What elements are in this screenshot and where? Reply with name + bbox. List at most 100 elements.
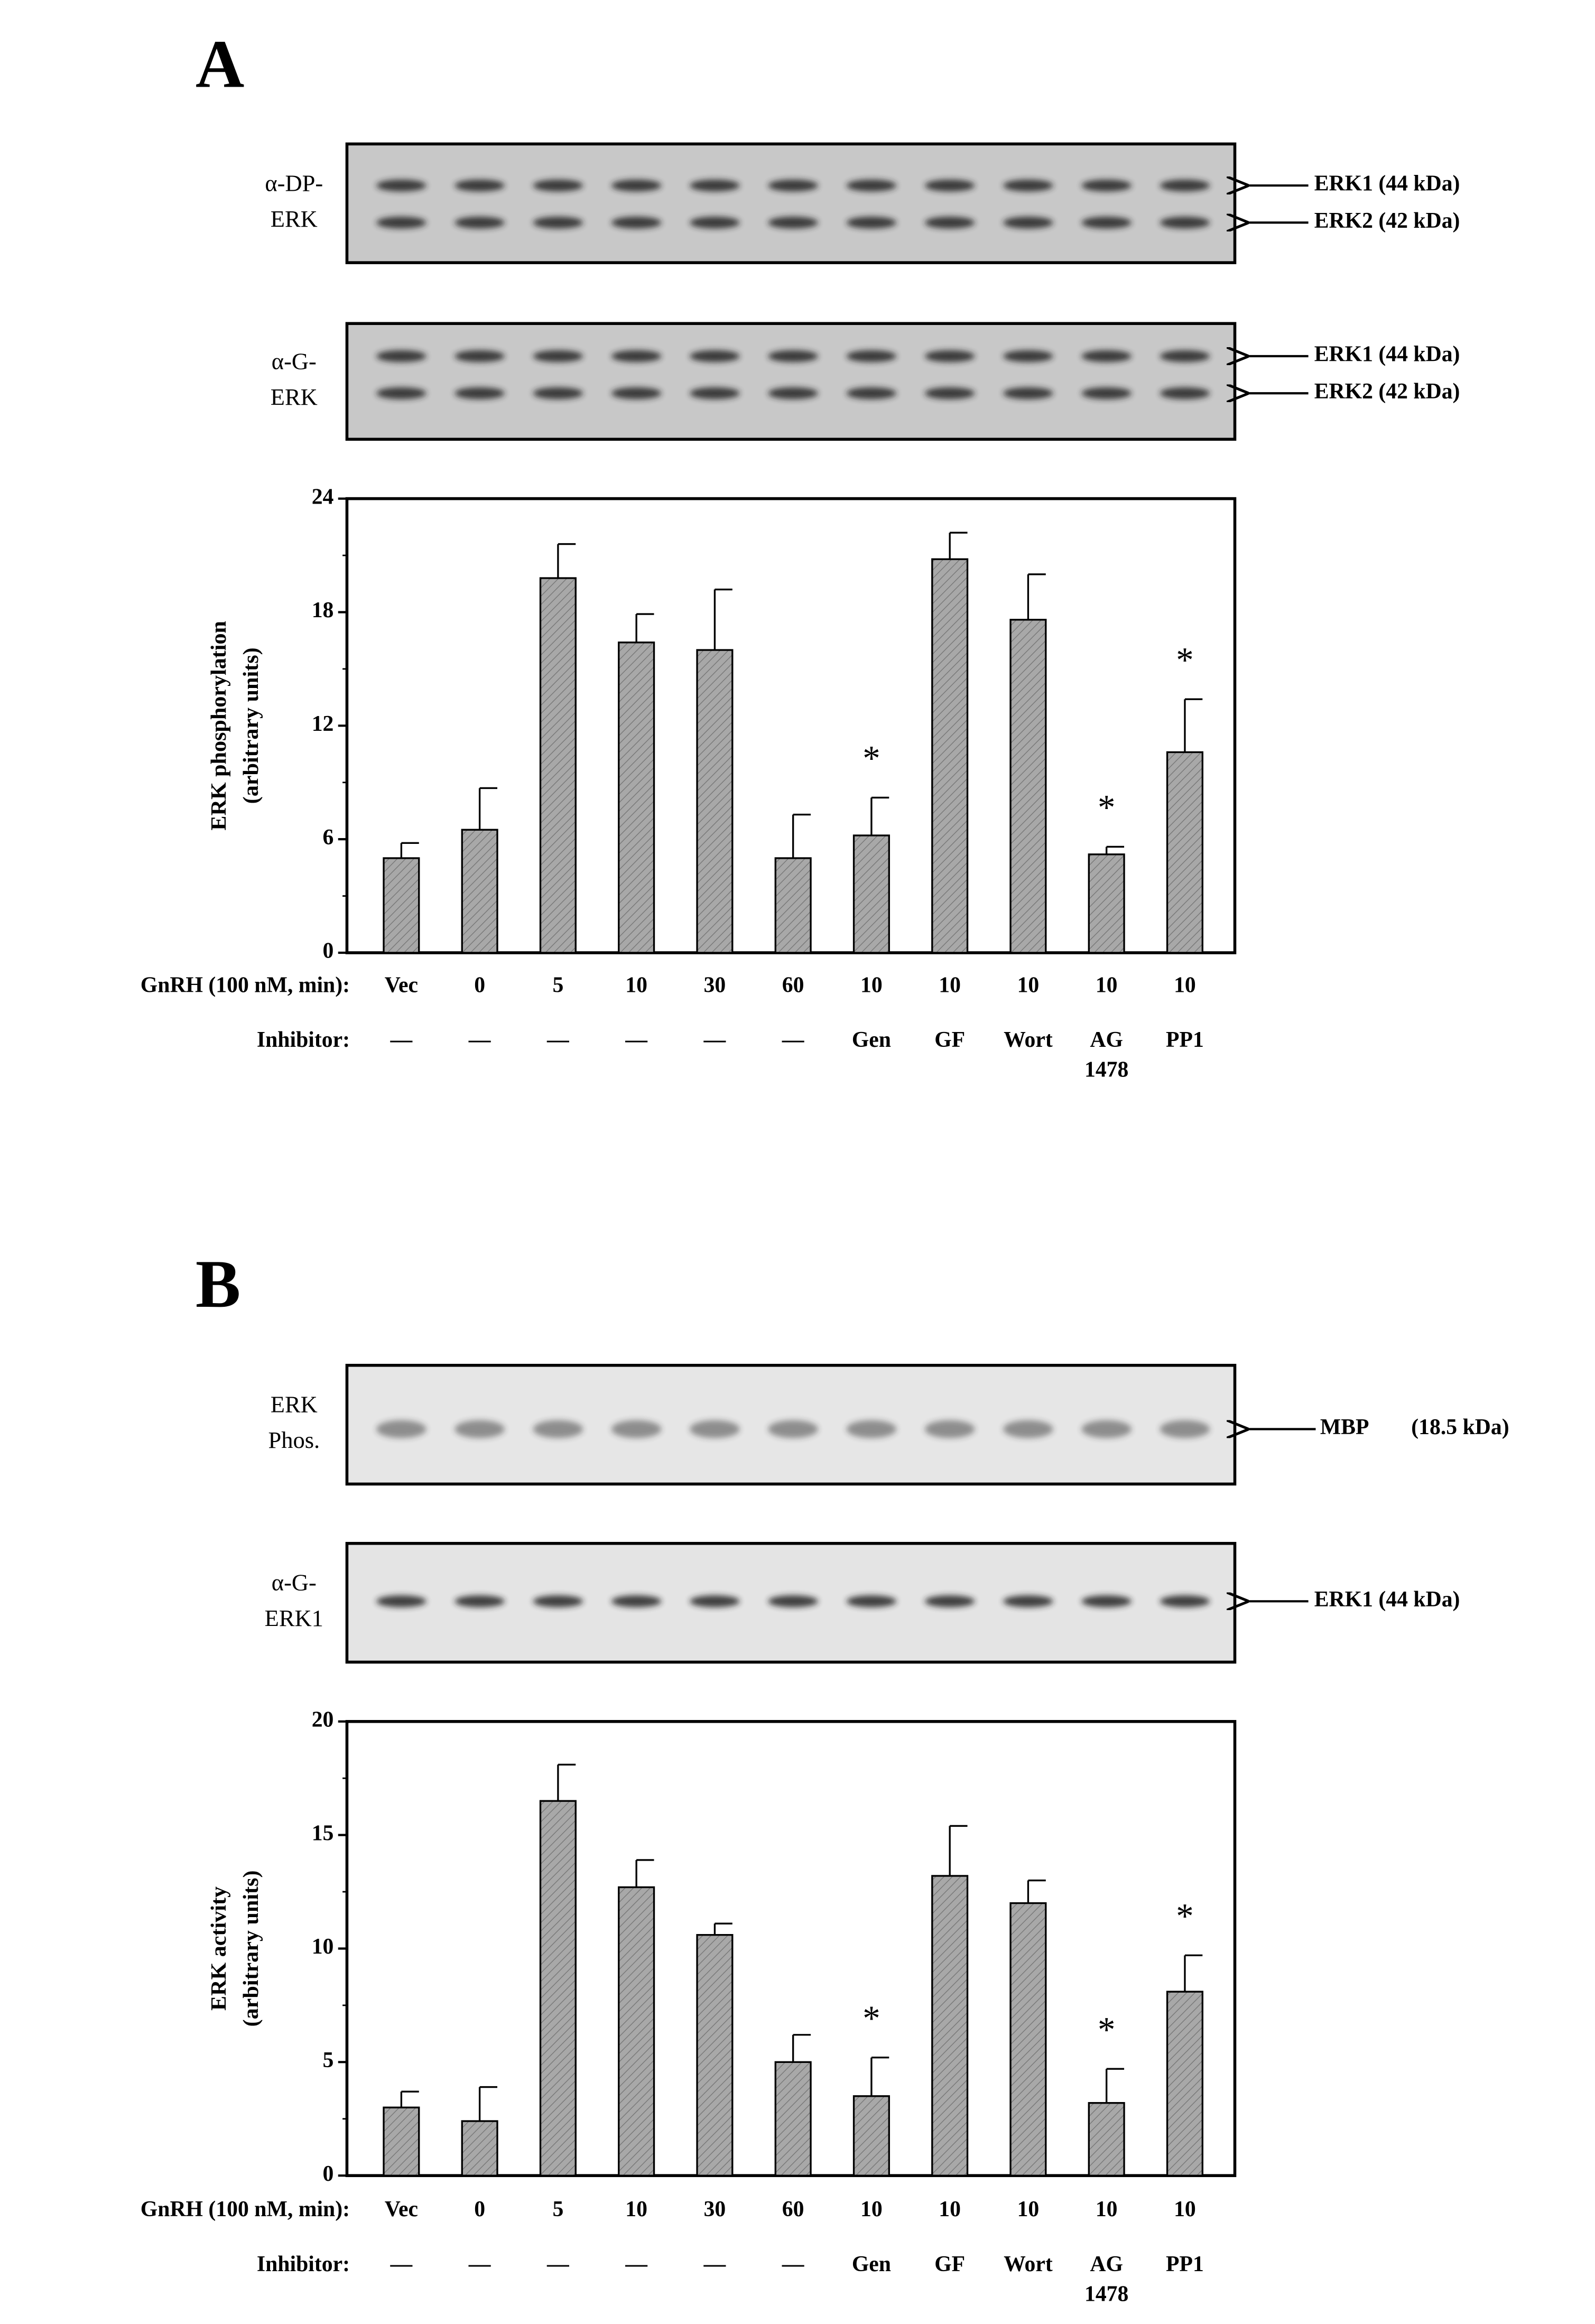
x-tick-label: 10 [860,2197,883,2221]
error-bar [713,1922,732,1935]
x-tick-label: 10 [625,973,647,997]
blot-band [1003,350,1053,362]
blot-band [846,217,897,229]
x-tick-label: 10 [1017,2197,1040,2221]
x-row-label: GnRH (100 nM, min): [141,2197,350,2221]
bar [931,558,969,954]
inhibitor-label: Wort [1004,2252,1053,2276]
error-bar [635,613,654,643]
x-tick-label: 10 [1017,973,1040,997]
blot-band [376,217,426,229]
error-bar [1184,698,1203,752]
error-bar [557,1763,576,1801]
blot-band [1081,217,1132,229]
y-axis-title: ERK activity [207,1886,231,2011]
blot-band [690,1595,740,1607]
inhibitor-label: 1478 [1084,1057,1128,1082]
error-bar [400,842,419,858]
inhibitor-label: GF [934,1028,965,1052]
y-tick-label: 20 [312,1707,334,1732]
blot-band [533,1595,583,1607]
blot-band [690,179,740,192]
blot-band [690,387,740,399]
x-tick-label: 10 [1174,2197,1196,2221]
blot-image [345,322,1237,441]
y-tick-label: 15 [312,1821,334,1845]
x-tick-label: 5 [552,2197,563,2221]
blot-band [1160,179,1210,192]
blot-band [846,387,897,399]
blot-band [1081,350,1132,362]
bar [383,857,420,954]
band-label: ERK2 (42 kDa) [1314,209,1460,233]
inhibitor-label: Gen [852,1028,891,1052]
bar [774,2061,812,2177]
band-label: ERK1 (44 kDa) [1314,1587,1460,1612]
error-bar [792,813,811,858]
blot-band [768,350,818,362]
bar [539,1800,577,2177]
inhibitor-label: — [468,1028,492,1052]
bar [1009,1902,1047,2177]
blot-image [345,142,1237,264]
x-tick-label: Vec [385,973,418,997]
x-tick-label: 10 [625,2197,647,2221]
band-label: MBP [1320,1415,1369,1439]
error-bar [400,2090,419,2108]
y-axis-units: (arbitrary units) [239,647,263,804]
blot-band [1003,179,1053,192]
blot-label: ERK [271,1391,318,1418]
blot-band [1003,217,1053,229]
error-bar [635,1859,654,1888]
blot-band [611,387,662,399]
blot-band [924,217,975,229]
blot-band [1081,179,1132,192]
y-tick-label: 18 [312,598,334,622]
y-tick-label: 10 [312,1935,334,1959]
error-bar [713,588,732,650]
blot-band [455,1420,505,1438]
band-label: ERK1 (44 kDa) [1314,172,1460,196]
inhibitor-label: — [390,1028,413,1052]
band-label: (18.5 kDa) [1411,1415,1509,1439]
blot-band [1160,350,1210,362]
blot-band [455,1595,505,1607]
blot-band [376,387,426,399]
error-bar [557,543,576,579]
panel-label: A [196,26,244,102]
bar [1088,853,1125,954]
x-tick-label: 10 [1096,2197,1118,2221]
significance-marker: * [1098,2010,1115,2049]
blot-band [533,217,583,229]
blot-band [924,179,975,192]
blot-band [611,350,662,362]
blot-band [1003,1595,1053,1607]
blot-label: ERK [271,206,318,232]
blot-band [690,1420,740,1438]
blot-band [1003,1420,1053,1438]
blot-band [376,179,426,192]
blot-band [1160,1595,1210,1607]
inhibitor-label: AG [1090,1028,1123,1052]
blot-band [846,1595,897,1607]
inhibitor-row-label: Inhibitor: [257,1028,350,1052]
y-axis-title: ERK phosphorylation [207,621,231,831]
x-tick-label: 10 [1174,973,1196,997]
blot-band [924,1420,975,1438]
bar [1088,2102,1125,2177]
x-tick-label: Vec [385,2197,418,2221]
error-bar [1027,1879,1046,1903]
bar [774,857,812,954]
x-tick-label: 10 [939,973,961,997]
error-bar [792,2034,811,2062]
inhibitor-label: — [782,1028,805,1052]
y-tick-label: 0 [323,2162,334,2186]
blot-band [455,387,505,399]
blot-band [768,387,818,399]
blot-band [768,179,818,192]
x-tick-label: 10 [860,973,883,997]
blot-band [533,179,583,192]
bar [461,2120,498,2177]
blot-band [768,1420,818,1438]
